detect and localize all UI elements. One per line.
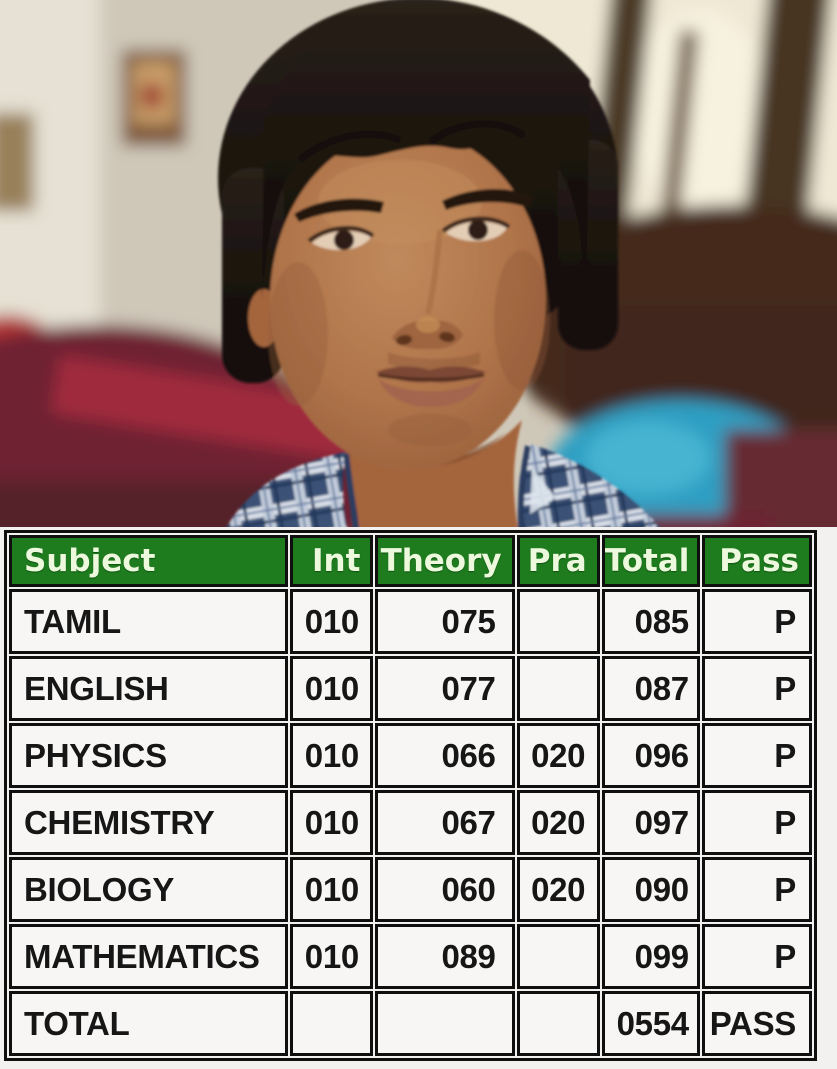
- int-cell: [290, 991, 374, 1056]
- student-portrait-photo: [0, 0, 837, 527]
- subject-cell: BIOLOGY: [9, 857, 289, 922]
- left-eyebrow: [294, 198, 384, 222]
- col-header-pass: Pass: [701, 535, 812, 587]
- pra-cell: [516, 656, 600, 721]
- portrait-illustration: [0, 0, 837, 527]
- shirt-right-shoulder: [518, 444, 660, 527]
- pass-cell: P: [701, 924, 812, 989]
- result-cell: PASS: [701, 991, 812, 1056]
- total-cell: 090: [601, 857, 700, 922]
- pra-cell: [516, 589, 600, 654]
- int-cell: 010: [290, 790, 374, 855]
- table-row-english: ENGLISH 010 077 087 P: [9, 656, 812, 721]
- total-cell: 099: [601, 924, 700, 989]
- int-cell: 010: [290, 656, 374, 721]
- col-header-pra: Pra: [516, 535, 600, 587]
- collar-edge: [343, 453, 359, 527]
- theory-cell: 075: [375, 589, 515, 654]
- subject-cell: TAMIL: [9, 589, 289, 654]
- col-header-subject: Subject: [9, 535, 289, 587]
- hair-fringe: [262, 0, 590, 300]
- table-row-tamil: TAMIL 010 075 085 P: [9, 589, 812, 654]
- total-row: TOTAL 0554 PASS: [9, 991, 812, 1056]
- col-header-theory: Theory: [375, 535, 515, 587]
- theory-cell: 060: [375, 857, 515, 922]
- table-row-physics: PHYSICS 010 066 020 096 P: [9, 723, 812, 788]
- hair-strands: [297, 120, 527, 163]
- theory-cell: 066: [375, 723, 515, 788]
- shirt-left-shoulder: [226, 452, 348, 527]
- header-row: Subject Int Theory Pra Total Pass: [9, 535, 812, 587]
- int-cell: 010: [290, 723, 374, 788]
- int-cell: 010: [290, 924, 374, 989]
- marksheet-section: Subject Int Theory Pra Total Pass TAMIL …: [0, 527, 837, 1069]
- theory-cell: 077: [375, 656, 515, 721]
- student-figure: [218, 0, 660, 527]
- picture-frame: [0, 113, 34, 211]
- pass-cell: P: [701, 656, 812, 721]
- collar-edge: [517, 445, 531, 527]
- pass-cell: P: [701, 857, 812, 922]
- col-header-int: Int: [290, 535, 374, 587]
- int-cell: 010: [290, 857, 374, 922]
- pass-cell: P: [701, 589, 812, 654]
- subject-cell: PHYSICS: [9, 723, 289, 788]
- col-header-total: Total: [601, 535, 700, 587]
- pass-cell: P: [701, 723, 812, 788]
- pra-cell: 020: [516, 723, 600, 788]
- lower-lip: [378, 378, 484, 407]
- total-cell: 097: [601, 790, 700, 855]
- pra-cell: 020: [516, 857, 600, 922]
- pra-cell: [516, 991, 600, 1056]
- grand-total-cell: 0554: [601, 991, 700, 1056]
- total-label-cell: TOTAL: [9, 991, 289, 1056]
- right-eyebrow: [442, 189, 534, 210]
- chin-shadow: [388, 414, 472, 446]
- pra-cell: [516, 924, 600, 989]
- theory-cell: 067: [375, 790, 515, 855]
- subject-cell: CHEMISTRY: [9, 790, 289, 855]
- marks-table: Subject Int Theory Pra Total Pass TAMIL …: [7, 533, 814, 1058]
- subject-cell: ENGLISH: [9, 656, 289, 721]
- table-row-biology: BIOLOGY 010 060 020 090 P: [9, 857, 812, 922]
- int-cell: 010: [290, 589, 374, 654]
- theory-cell: [375, 991, 515, 1056]
- marksheet-frame: Subject Int Theory Pra Total Pass TAMIL …: [4, 530, 817, 1061]
- total-cell: 087: [601, 656, 700, 721]
- total-cell: 085: [601, 589, 700, 654]
- pass-cell: P: [701, 790, 812, 855]
- table-row-mathematics: MATHEMATICS 010 089 099 P: [9, 924, 812, 989]
- nose: [425, 229, 443, 315]
- pra-cell: 020: [516, 790, 600, 855]
- neck: [340, 420, 522, 527]
- theory-cell: 089: [375, 924, 515, 989]
- total-cell: 096: [601, 723, 700, 788]
- upper-lip-shadow: [388, 352, 480, 370]
- table-row-chemistry: CHEMISTRY 010 067 020 097 P: [9, 790, 812, 855]
- subject-cell: MATHEMATICS: [9, 924, 289, 989]
